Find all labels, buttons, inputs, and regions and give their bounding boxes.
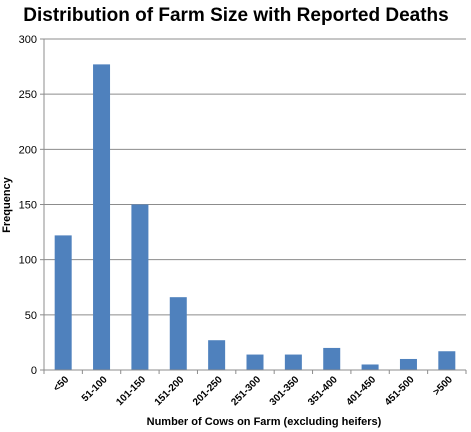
- bar-2: [131, 204, 149, 370]
- x-tick-label: 351-400: [306, 374, 340, 408]
- y-tick-label: 150: [19, 200, 37, 212]
- x-tick-label: 401-450: [344, 374, 378, 408]
- bar-7: [323, 347, 341, 370]
- bar-4: [208, 340, 226, 370]
- y-tick-label: 50: [25, 310, 37, 322]
- bar-1: [93, 64, 111, 371]
- x-tick-label: 101-150: [114, 374, 148, 408]
- chart-title: Distribution of Farm Size with Reported …: [23, 5, 448, 26]
- x-axis-label: Number of Cows on Farm (excluding heifer…: [147, 416, 382, 428]
- x-tick-label: 151-200: [153, 374, 187, 408]
- y-tick-label: 100: [19, 255, 37, 267]
- x-tick-label: 201-250: [191, 374, 225, 408]
- x-tick-label: 251-300: [229, 374, 263, 408]
- bars: [54, 64, 456, 371]
- x-tick-label: >500: [431, 374, 455, 398]
- x-tick-label: <50: [52, 374, 72, 394]
- bar-6: [284, 354, 302, 370]
- y-tick-labels: 0 50 100 150 200 250 300: [19, 34, 37, 377]
- y-axis-label: Frequency: [1, 176, 13, 233]
- gridlines: [40, 38, 467, 374]
- y-tick-label: 200: [19, 144, 37, 156]
- bar-0: [54, 235, 72, 370]
- bar-10: [438, 351, 456, 370]
- x-tick-label: 301-350: [268, 374, 302, 408]
- y-tick-label: 250: [19, 89, 37, 101]
- bar-3: [169, 297, 187, 370]
- y-tick-label: 0: [31, 365, 37, 377]
- x-tick-label: 451-500: [383, 374, 417, 408]
- bar-5: [246, 354, 264, 370]
- y-tick-label: 300: [19, 34, 37, 46]
- axes: [43, 39, 466, 371]
- bar-8: [361, 364, 379, 370]
- x-tick-labels: <50 51-100 101-150 151-200 201-250 251-300 301…: [52, 374, 456, 408]
- x-tick-label: 51-100: [80, 374, 110, 404]
- bar-9: [399, 358, 417, 370]
